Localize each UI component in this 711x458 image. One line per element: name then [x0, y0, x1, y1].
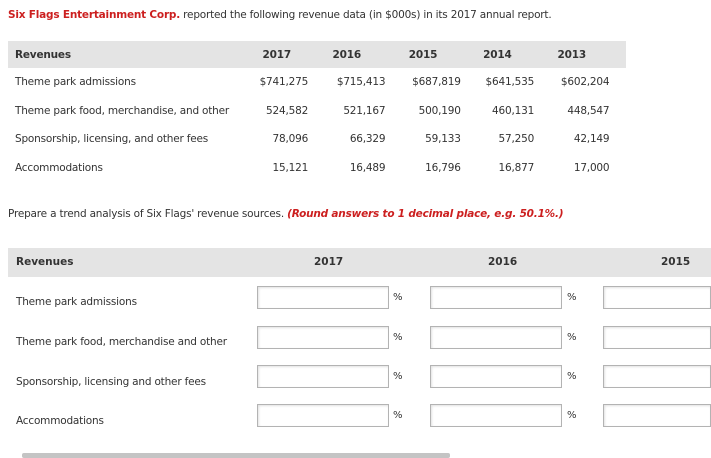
- company-name: Six Flags Entertainment Corp.: [8, 9, 181, 21]
- trend-input-sponsorship-2016[interactable]: [430, 365, 562, 388]
- row-spacer: [609, 154, 626, 183]
- header-year-2013: 2013: [534, 41, 610, 68]
- percent-sign: %: [393, 332, 403, 343]
- cell-value: 521,167: [343, 104, 386, 117]
- table-row: Sponsorship, licensing, and other fees 7…: [8, 125, 626, 154]
- trend-input-accommodations-2015[interactable]: [603, 404, 711, 427]
- row-label: Theme park admissions: [15, 76, 136, 89]
- trend-input-admissions-2015[interactable]: [603, 286, 711, 309]
- cell-value: 524,582: [266, 104, 309, 117]
- header-year-2015: 2015: [661, 256, 691, 268]
- percent-sign: %: [567, 410, 577, 421]
- revenue-table-header: Revenues 2017 2016 2015 2014 2013: [8, 41, 626, 68]
- trend-input-admissions-2016[interactable]: [430, 286, 562, 309]
- percent-sign: %: [393, 410, 403, 421]
- intro-text: Six Flags Entertainment Corp. reported t…: [8, 9, 552, 21]
- row-label-theme-park-admissions: Theme park admissions: [16, 296, 137, 308]
- header-year-2014: 2014: [460, 41, 535, 68]
- cell-value: 78,096: [272, 133, 309, 146]
- cell-value: 448,547: [567, 104, 610, 117]
- percent-sign: %: [567, 371, 577, 382]
- header-revenues: Revenues: [8, 41, 246, 68]
- trend-input-sponsorship-2017[interactable]: [257, 365, 389, 388]
- cell-value: 460,131: [492, 104, 535, 117]
- header-year-2016: 2016: [308, 41, 386, 68]
- cell-value: 500,190: [418, 104, 461, 117]
- cell-value: $687,819: [412, 76, 461, 89]
- row-label: Theme park food, merchandise, and other: [15, 104, 230, 117]
- instructions-text: Prepare a trend analysis of Six Flags' r…: [8, 208, 288, 220]
- trend-input-food-2015[interactable]: [603, 326, 711, 349]
- trend-table-header: Revenues 2017 2016 2015: [8, 248, 711, 277]
- row-label-sponsorship: Sponsorship, licensing and other fees: [16, 376, 206, 388]
- trend-input-food-2017[interactable]: [257, 326, 389, 349]
- row-label-theme-park-food: Theme park food, merchandise and other: [16, 336, 227, 348]
- trend-input-accommodations-2016[interactable]: [430, 404, 562, 427]
- rounding-note: (Round answers to 1 decimal place, e.g. …: [287, 208, 564, 220]
- table-row: Theme park admissions $741,275 $715,413 …: [8, 68, 626, 97]
- cell-value: 16,796: [425, 161, 461, 174]
- cell-value: 66,329: [349, 133, 386, 146]
- header-spacer: [609, 41, 626, 68]
- header-year-2017: 2017: [314, 256, 344, 268]
- header-year-2015: 2015: [385, 41, 461, 68]
- horizontal-scrollbar[interactable]: [22, 453, 450, 458]
- percent-sign: %: [567, 292, 577, 303]
- percent-sign: %: [567, 332, 577, 343]
- header-revenues: Revenues: [16, 256, 74, 268]
- cell-value: $602,204: [560, 76, 610, 89]
- table-row: Theme park food, merchandise, and other …: [8, 97, 626, 126]
- row-spacer: [609, 97, 626, 126]
- cell-value: $641,535: [485, 76, 535, 89]
- percent-sign: %: [393, 292, 403, 303]
- cell-value: 17,000: [573, 161, 610, 174]
- cell-value: 59,133: [425, 133, 461, 146]
- cell-value: $741,275: [259, 76, 309, 89]
- header-year-2017: 2017: [245, 41, 309, 68]
- row-label: Sponsorship, licensing, and other fees: [15, 133, 208, 146]
- row-label: Accommodations: [15, 161, 103, 174]
- cell-value: $715,413: [336, 76, 386, 89]
- cell-value: 57,250: [498, 133, 535, 146]
- cell-value: 16,489: [349, 161, 386, 174]
- trend-input-admissions-2017[interactable]: [257, 286, 389, 309]
- table-row: Accommodations 15,121 16,489 16,796 16,8…: [8, 154, 626, 183]
- percent-sign: %: [393, 371, 403, 382]
- trend-input-accommodations-2017[interactable]: [257, 404, 389, 427]
- header-year-2016: 2016: [488, 256, 518, 268]
- cell-value: 15,121: [272, 161, 309, 174]
- row-label-accommodations: Accommodations: [16, 415, 104, 427]
- trend-input-food-2016[interactable]: [430, 326, 562, 349]
- trend-input-sponsorship-2015[interactable]: [603, 365, 711, 388]
- cell-value: 16,877: [498, 161, 535, 174]
- revenue-data-table: Revenues 2017 2016 2015 2014 2013 Theme …: [8, 41, 626, 182]
- instructions: Prepare a trend analysis of Six Flags' r…: [8, 208, 564, 220]
- intro-description: reported the following revenue data (in …: [180, 9, 552, 21]
- cell-value: 42,149: [573, 133, 610, 146]
- row-spacer: [609, 125, 626, 154]
- row-spacer: [609, 68, 626, 97]
